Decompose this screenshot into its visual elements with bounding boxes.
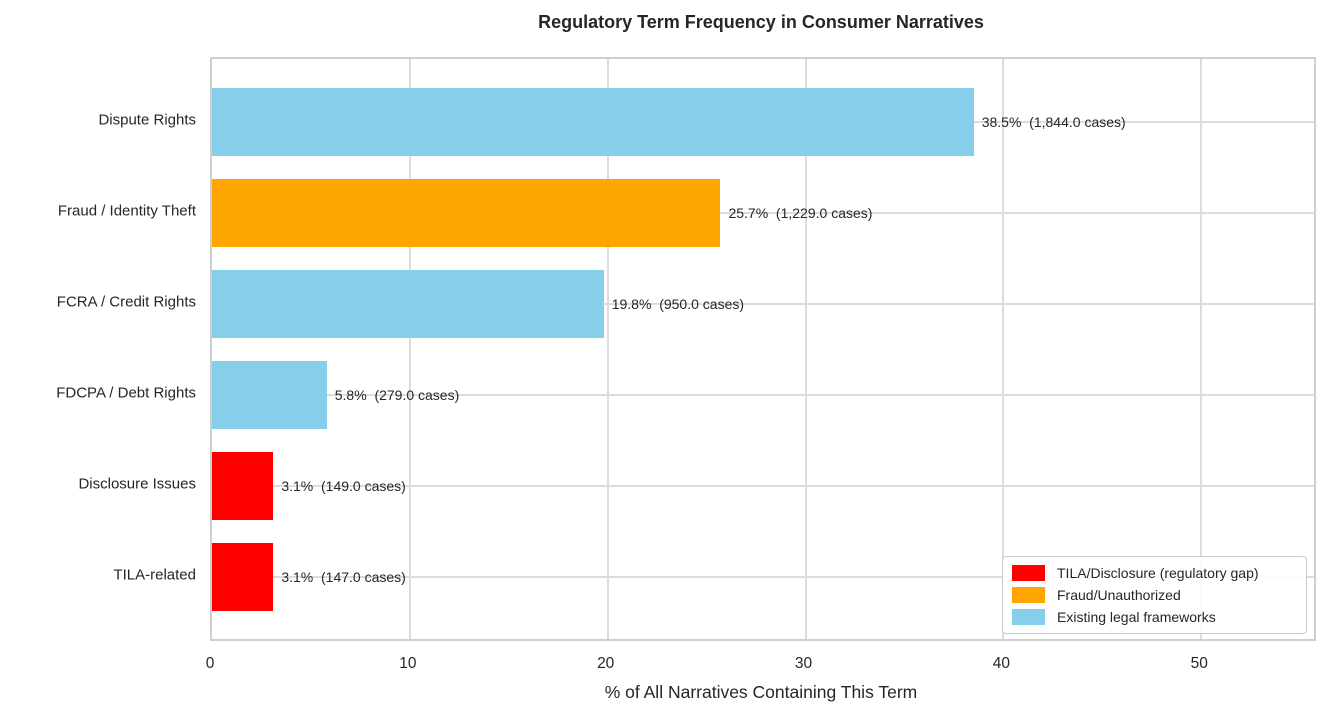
legend: TILA/Disclosure (regulatory gap) Fraud/Un… [1002, 556, 1307, 634]
y-tick-label: Dispute Rights [98, 111, 196, 128]
gridline-vertical [1002, 59, 1005, 639]
legend-entry: Fraud/Unauthorized [1012, 587, 1297, 603]
x-axis-label: % of All Narratives Containing This Term [604, 682, 918, 702]
plot-area: 38.5% (1,844.0 cases) 25.7% (1,229.0 case… [210, 57, 1316, 641]
gridline-horizontal [212, 575, 1314, 578]
x-tick-label: 0 [205, 655, 215, 672]
bar-disclosure-issues [212, 451, 274, 520]
bar-value-label: 19.8% (950.0 cases) [611, 295, 745, 312]
y-tick-label: FDCPA / Debt Rights [56, 384, 196, 401]
gridline-vertical [408, 59, 411, 639]
legend-swatch-icon [1012, 609, 1045, 625]
gridline-vertical [1200, 59, 1203, 639]
bar-fdcpa-debt-rights [212, 360, 327, 429]
y-tick-label: FCRA / Credit Rights [56, 293, 196, 310]
bar-value-label: 5.8% (279.0 cases) [334, 386, 460, 403]
bar-value-label: 3.1% (147.0 cases) [281, 568, 406, 585]
bar-dispute-rights [212, 87, 974, 156]
legend-label: Fraud/Unauthorized [1057, 587, 1181, 603]
gridline-horizontal [212, 393, 1314, 396]
gridline-horizontal [212, 484, 1314, 487]
gridline-vertical [804, 59, 807, 639]
bar-value-label: 3.1% (149.0 cases) [281, 477, 406, 494]
legend-swatch-icon [1012, 565, 1045, 581]
y-tick-label: TILA-related [113, 566, 196, 583]
x-tick-label: 40 [992, 655, 1010, 672]
legend-entry: Existing legal frameworks [1012, 609, 1297, 625]
gridline-horizontal [212, 211, 1314, 214]
chart-title: Regulatory Term Frequency in Consumer Na… [538, 12, 984, 32]
x-tick-label: 30 [794, 655, 813, 672]
x-tick-label: 50 [1190, 655, 1208, 672]
x-tick-label: 10 [399, 655, 417, 672]
legend-swatch-icon [1012, 587, 1045, 603]
legend-entry: TILA/Disclosure (regulatory gap) [1012, 565, 1297, 581]
y-tick-label: Fraud / Identity Theft [57, 202, 196, 219]
bar-tila-related [212, 542, 274, 611]
gridline-horizontal [212, 302, 1314, 305]
gridline-vertical [606, 59, 609, 639]
legend-label: Existing legal frameworks [1057, 609, 1216, 625]
legend-label: TILA/Disclosure (regulatory gap) [1057, 565, 1259, 581]
bar-fraud-identity-theft [212, 178, 721, 247]
x-tick-label: 20 [597, 655, 615, 672]
y-tick-label: Disclosure Issues [78, 475, 196, 492]
bar-value-label: 38.5% (1,844.0 cases) [981, 113, 1126, 130]
bar-fcra-credit-rights [212, 269, 604, 338]
bar-value-label: 25.7% (1,229.0 cases) [728, 204, 873, 221]
